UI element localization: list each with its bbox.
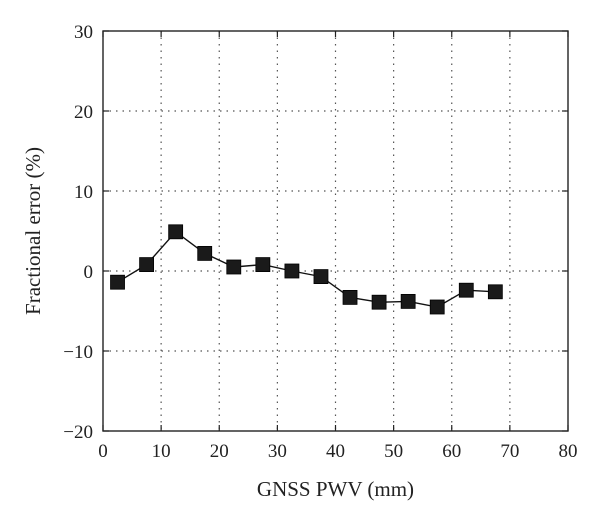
data-point <box>458 282 474 298</box>
x-tick-label: 20 <box>210 441 229 462</box>
data-markers <box>110 224 503 315</box>
data-point <box>168 224 184 240</box>
axis-ticks <box>102 30 569 432</box>
data-point <box>197 245 213 261</box>
data-point <box>284 263 300 279</box>
data-point <box>139 257 154 273</box>
data-point <box>429 299 445 315</box>
x-tick-label: 50 <box>384 441 403 462</box>
x-tick-label: 0 <box>98 441 108 462</box>
data-point <box>255 257 271 273</box>
data-point <box>342 289 358 305</box>
data-point <box>371 294 387 310</box>
x-tick-label: 10 <box>152 441 171 462</box>
x-tick-label: 70 <box>500 441 519 462</box>
data-point <box>226 259 242 275</box>
y-tick-label: −20 <box>63 422 93 443</box>
y-tick-labels: −20 −10 0 10 20 30 <box>63 22 93 443</box>
data-point <box>110 274 125 290</box>
x-tick-labels: 0 10 20 30 40 50 60 70 80 <box>98 441 577 462</box>
x-axis-label: GNSS PWV (mm) <box>257 477 414 501</box>
y-axis-label: Fractional error (%) <box>21 147 45 315</box>
y-tick-label: 30 <box>74 22 93 43</box>
y-tick-label: −10 <box>63 342 93 363</box>
y-tick-label: 20 <box>74 102 93 123</box>
x-tick-label: 80 <box>559 441 578 462</box>
series-line <box>117 230 496 308</box>
x-tick-label: 40 <box>326 441 345 462</box>
data-point <box>313 269 329 285</box>
x-tick-label: 30 <box>268 441 287 462</box>
x-tick-label: 60 <box>442 441 461 462</box>
y-tick-label: 0 <box>84 262 94 283</box>
data-point <box>400 293 416 309</box>
y-tick-label: 10 <box>74 182 93 203</box>
data-point <box>487 284 503 300</box>
